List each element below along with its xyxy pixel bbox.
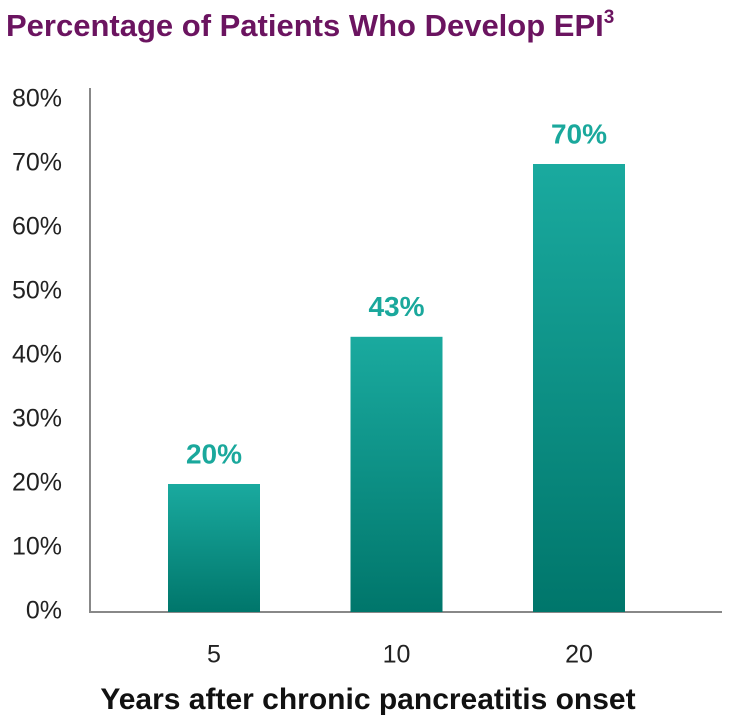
bar [168, 484, 260, 612]
x-tick-label: 20 [565, 641, 593, 669]
y-tick-label: 30% [12, 405, 62, 433]
y-tick-label: 20% [12, 469, 62, 497]
title-superscript: 3 [604, 7, 615, 28]
y-tick-label: 0% [26, 597, 62, 625]
title-text: Percentage of Patients Who Develop EPI [6, 8, 604, 43]
y-tick-label: 10% [12, 533, 62, 561]
x-tick-label: 5 [207, 641, 221, 669]
y-tick-label: 50% [12, 277, 62, 305]
bar [350, 336, 443, 612]
x-axis-label: Years after chronic pancreatitis onset [100, 683, 635, 716]
value-label: 43% [368, 291, 424, 322]
chart-title: Percentage of Patients Who Develop EPI3 [6, 7, 614, 43]
x-tick-label: 10 [383, 641, 411, 669]
y-tick-label: 70% [12, 149, 62, 177]
bar [533, 164, 625, 612]
y-tick-label: 80% [12, 85, 62, 113]
value-label: 70% [551, 118, 607, 149]
y-tick-label: 60% [12, 213, 62, 241]
value-label: 20% [186, 438, 242, 469]
y-tick-label: 40% [12, 341, 62, 369]
